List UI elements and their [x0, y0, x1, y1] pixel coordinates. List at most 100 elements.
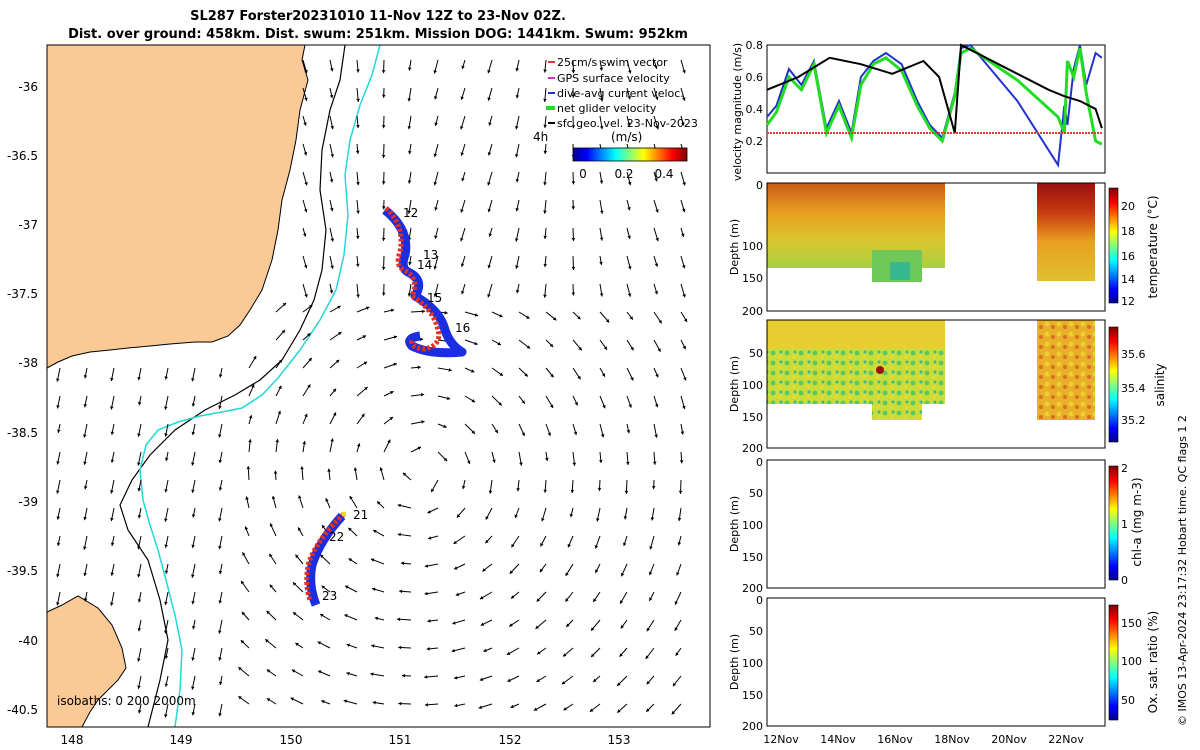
current-arrowhead: [300, 466, 304, 470]
chla-panel: Depth (m) 0 50 100 150 200 2 1 0 chl-a (…: [728, 456, 1144, 595]
current-arrowhead: [303, 152, 308, 156]
current-arrowhead: [509, 570, 514, 574]
current-arrowhead: [627, 122, 631, 127]
current-arrowhead: [545, 457, 549, 462]
current-arrowhead: [628, 266, 632, 270]
depth-tick: 200: [742, 305, 763, 318]
current-arrowhead: [393, 362, 397, 367]
current-arrowhead: [511, 543, 515, 548]
current-arrowhead: [550, 404, 554, 409]
current-arrowhead: [110, 542, 115, 546]
current-arrowhead: [471, 430, 475, 434]
current-arrowhead: [456, 514, 461, 518]
current-arrowhead: [407, 210, 412, 214]
current-arrowhead: [241, 611, 246, 616]
map-ytick: -37: [18, 218, 38, 232]
current-arrowhead: [658, 319, 662, 324]
current-arrowhead: [110, 406, 114, 410]
current-arrowhead: [460, 152, 465, 156]
current-arrowhead: [110, 431, 115, 435]
current-arrowhead: [381, 266, 386, 270]
current-arrowhead: [478, 705, 483, 709]
current-arrowhead: [381, 181, 386, 185]
current-arrowhead: [242, 552, 246, 556]
current-arrowhead: [543, 294, 547, 298]
current-arrowhead: [483, 648, 487, 653]
map-y-ticks: -36 -36.5 -37 -37.5 -38 -38.5 -39 -39.5 …: [7, 80, 38, 717]
current-arrowhead: [164, 630, 168, 634]
current-arrowhead: [682, 97, 686, 101]
current-arrowhead: [273, 470, 278, 474]
current-arrowhead: [571, 292, 576, 296]
current-arrowhead: [655, 96, 659, 100]
current-arrowhead: [397, 532, 401, 537]
map-ytick: -37.5: [7, 287, 38, 301]
current-arrowhead: [110, 602, 114, 606]
current-arrowhead: [539, 568, 544, 573]
current-arrowhead: [460, 96, 464, 100]
current-arrowhead: [377, 501, 381, 505]
current-arrowhead: [619, 653, 623, 657]
current-arrowhead: [302, 441, 307, 445]
chla-ylabel: Depth (m): [728, 496, 741, 552]
current-arrowhead: [356, 210, 360, 214]
current-arrowhead: [191, 403, 196, 407]
current-arrowhead: [346, 671, 350, 676]
current-arrowhead: [578, 346, 582, 351]
current-arrowhead: [561, 681, 566, 685]
isobath-200: [119, 45, 346, 727]
current-arrowhead: [573, 431, 578, 436]
current-arrowhead: [321, 585, 326, 590]
current-arrowhead: [245, 496, 249, 500]
current-arrowhead: [361, 413, 365, 418]
current-arrowhead: [355, 263, 360, 267]
current-arrowhead: [343, 699, 348, 703]
current-arrowhead: [191, 657, 195, 661]
interval-label: 4h: [533, 130, 548, 144]
map-xtick: 152: [499, 733, 522, 747]
current-arrowhead: [675, 652, 679, 656]
current-arrowhead: [649, 597, 653, 601]
current-arrowhead: [600, 210, 604, 214]
current-arrowhead: [682, 182, 686, 186]
current-arrowhead: [654, 177, 658, 182]
current-arrowhead: [499, 314, 503, 318]
current-arrowhead: [655, 237, 659, 242]
current-arrowhead: [218, 459, 223, 464]
current-arrowhead: [549, 343, 554, 347]
day-label-14: 14: [417, 258, 432, 272]
current-arrowhead: [407, 98, 412, 102]
current-arrowhead: [487, 208, 492, 213]
current-arrowhead: [218, 487, 223, 491]
current-arrowhead: [620, 625, 625, 629]
current-arrowhead: [434, 207, 438, 211]
map-ytick: -36.5: [7, 149, 38, 163]
current-arrowhead: [485, 539, 489, 544]
map-xtick: 153: [608, 733, 631, 747]
current-arrowhead: [427, 536, 432, 540]
current-arrowhead: [571, 237, 576, 242]
current-arrowhead: [110, 377, 114, 382]
current-arrowhead: [164, 489, 168, 493]
current-arrowhead: [246, 466, 251, 470]
current-arrowhead: [356, 69, 360, 73]
current-arrowhead: [651, 486, 656, 490]
current-arrowhead: [599, 125, 604, 130]
current-arrowhead: [282, 302, 287, 307]
current-arrowhead: [424, 675, 428, 679]
current-arrowhead: [487, 264, 492, 269]
current-arrowhead: [623, 516, 628, 520]
current-arrowhead: [479, 596, 484, 600]
sal-ylabel: Depth (m): [728, 356, 741, 412]
current-arrowhead: [137, 401, 142, 406]
day-label-15: 15: [427, 291, 442, 305]
legend-sfc-geo: sfc geo. vel. 23-Nov-2023: [557, 117, 698, 130]
current-arrowhead: [381, 237, 386, 241]
current-arrowhead: [565, 598, 569, 602]
current-arrowhead: [372, 587, 376, 592]
current-arrowhead: [526, 315, 530, 319]
current-arrowhead: [399, 589, 403, 594]
current-arrowhead: [83, 598, 88, 602]
current-arrowhead: [526, 345, 531, 349]
